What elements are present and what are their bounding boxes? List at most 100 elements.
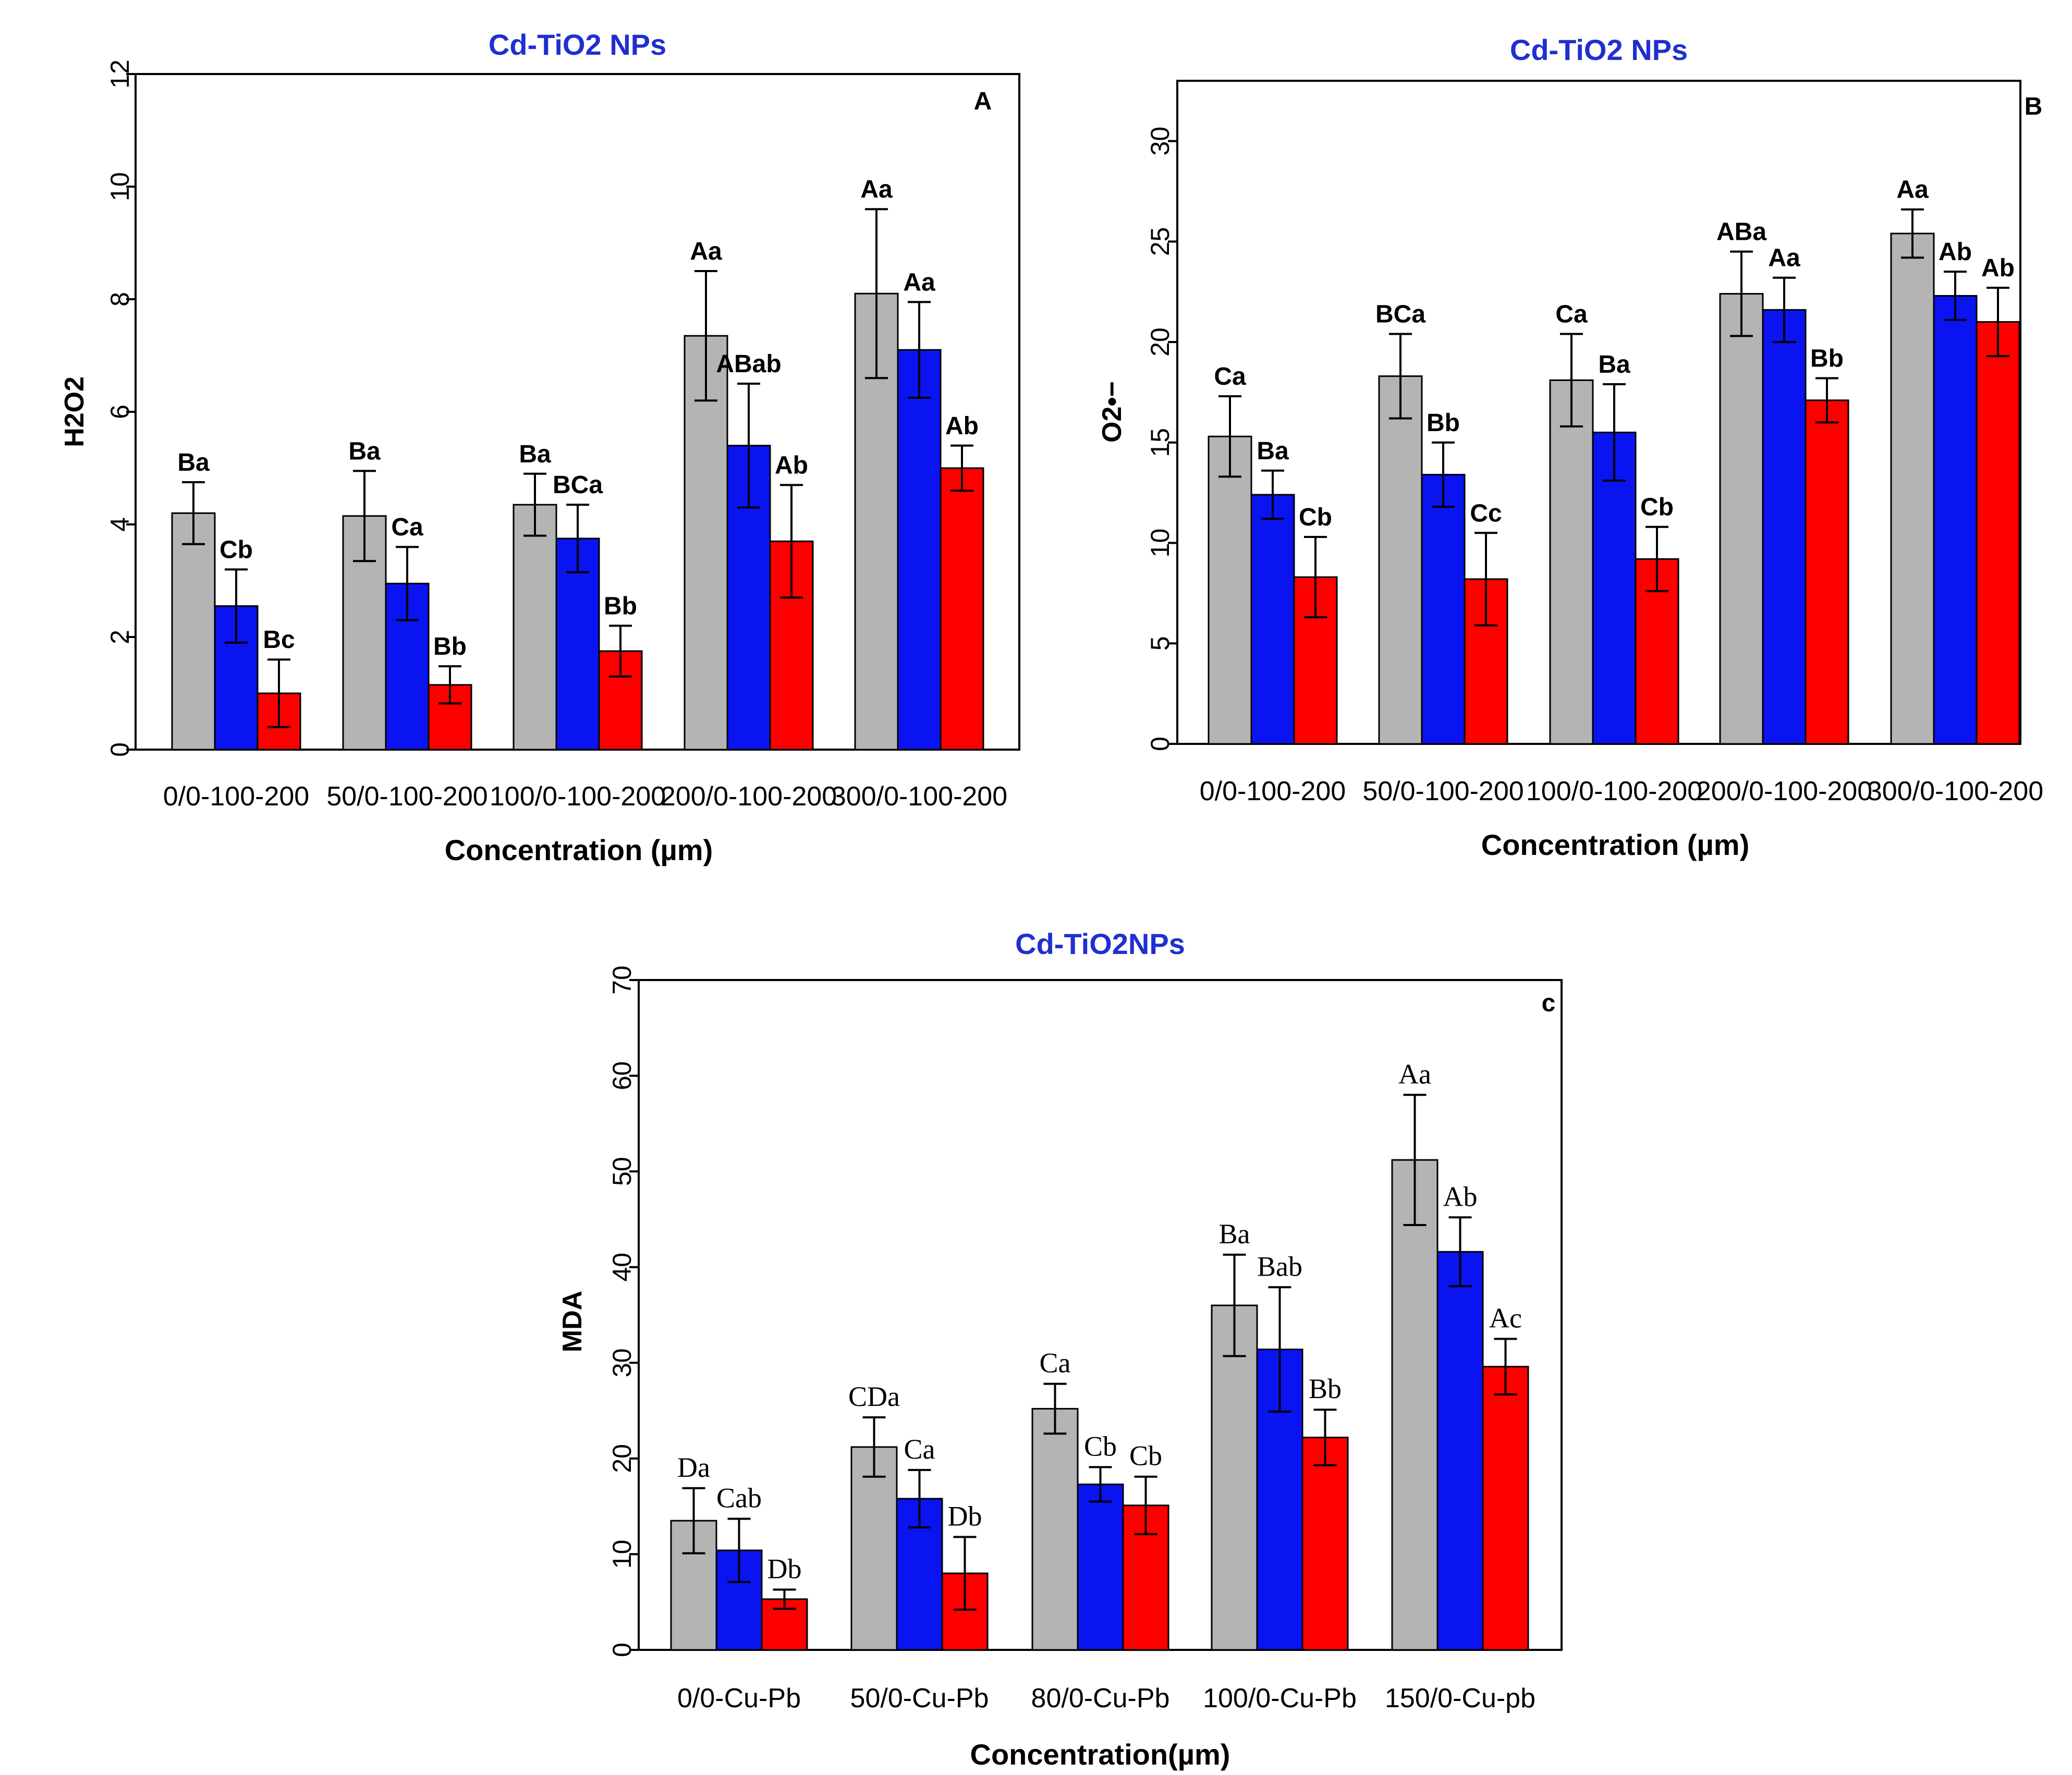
y-tick-label: 6 (105, 405, 135, 419)
data-label: Cb (1299, 504, 1332, 531)
bar (1378, 375, 1423, 745)
data-label: ABa (1716, 218, 1766, 246)
bar (1301, 1436, 1349, 1651)
x-tick-label: 100/0-100-200 (490, 781, 666, 812)
data-label: Ba (1257, 437, 1289, 465)
bar (1890, 232, 1935, 745)
data-label: Ab (1939, 238, 1972, 266)
data-label: Da (677, 1452, 710, 1483)
data-label: Aa (690, 238, 722, 265)
y-tick-label: 20 (1145, 327, 1175, 357)
panel-label: B (2025, 93, 2043, 120)
data-label: Bb (1427, 409, 1460, 437)
data-label: Ca (1040, 1348, 1071, 1379)
bar (1031, 1407, 1079, 1651)
bar (684, 335, 728, 751)
x-tick-label: 100/0-Cu-Pb (1203, 1683, 1357, 1713)
x-tick-label: 80/0-Cu-Pb (1031, 1683, 1170, 1713)
bar (897, 349, 942, 751)
data-label: Bb (604, 592, 637, 620)
x-axis-label: Concentration(µm) (970, 1738, 1230, 1771)
bar (1933, 295, 1978, 745)
y-tick-label: 0 (105, 742, 135, 757)
data-label: Aa (903, 268, 935, 296)
data-label: Cc (1470, 499, 1502, 527)
data-label: ABab (716, 350, 781, 378)
x-axis-label: Concentration (µm) (445, 834, 713, 866)
data-label: Ca (904, 1434, 935, 1465)
bar-group: Aa Ab Ab 300/0-100-200 (1867, 176, 2043, 806)
bar (1976, 321, 2020, 745)
y-tick-label: 30 (1145, 127, 1175, 156)
bar (1208, 435, 1252, 745)
data-label: Aa (860, 176, 893, 203)
bar (171, 512, 216, 751)
y-tick-label: 15 (1145, 428, 1175, 457)
bar-group: Aa Aa Ab 300/0-100-200 (831, 176, 1007, 812)
bar-group: Ca Ba Cb 0/0-100-200 (1200, 363, 1346, 806)
bar-group: Ca Cb Cb 80/0-Cu-Pb (1031, 1348, 1170, 1713)
x-tick-label: 100/0-100-200 (1526, 776, 1702, 806)
bar (555, 537, 600, 751)
chart-C: Cd-TiO2NPs c 0 10 20 30 40 50 60 70 MDA Concentrati… (557, 927, 1563, 1771)
data-label: Ab (1981, 254, 2015, 282)
panel-label: c (1542, 989, 1556, 1017)
y-tick-label: 10 (1145, 529, 1175, 558)
data-label: Bb (1810, 345, 1844, 372)
data-label: Cb (1640, 494, 1674, 521)
bar (513, 504, 557, 751)
data-label: Ba (348, 437, 381, 465)
y-tick-label: 10 (105, 172, 135, 201)
data-label: Aa (1896, 176, 1929, 204)
bar (1635, 558, 1679, 745)
bar (1719, 293, 1764, 745)
data-label: Bb (1309, 1373, 1342, 1404)
y-tick-label: 0 (1145, 737, 1175, 751)
y-tick-label: 4 (105, 517, 135, 532)
panel-label: A (974, 88, 992, 115)
data-label: Db (948, 1500, 982, 1532)
chart-title: Cd-TiO2 NPs (1510, 33, 1688, 66)
data-label: Db (767, 1553, 802, 1584)
chart-title: Cd-TiO2 NPs (489, 28, 666, 61)
x-tick-label: 0/0-Cu-Pb (677, 1683, 801, 1713)
y-axis-label: MDA (557, 1291, 588, 1352)
bar (1762, 309, 1807, 745)
y-tick-label: 8 (105, 292, 135, 307)
x-tick-label: 200/0-100-200 (661, 781, 837, 812)
y-tick-label: 25 (1145, 227, 1175, 256)
data-label: Ab (945, 412, 979, 440)
bar-group: Ba Cb Bc 0/0-100-200 (163, 449, 309, 812)
data-label: Ab (775, 451, 808, 479)
y-tick-label: 0 (607, 1643, 637, 1657)
x-tick-label: 0/0-100-200 (1200, 776, 1346, 806)
data-label: Bc (263, 626, 295, 654)
bar (1482, 1366, 1529, 1651)
data-label: BCa (1375, 301, 1425, 328)
y-tick-label: 10 (607, 1540, 637, 1569)
x-tick-label: 300/0-100-200 (831, 781, 1007, 812)
chart-title: Cd-TiO2NPs (1015, 927, 1185, 960)
x-tick-label: 50/0-100-200 (1362, 776, 1523, 806)
y-tick-label: 30 (607, 1348, 637, 1377)
bar (1421, 473, 1466, 745)
bar (850, 1446, 898, 1651)
data-label: CDa (848, 1381, 900, 1412)
x-tick-label: 0/0-100-200 (163, 781, 309, 812)
y-tick-label: 20 (607, 1444, 637, 1473)
x-tick-label: 50/0-Cu-Pb (850, 1683, 989, 1713)
y-tick-label: 40 (607, 1253, 637, 1282)
data-label: Ca (1555, 301, 1588, 328)
data-label: Ac (1489, 1302, 1522, 1333)
bar (1549, 379, 1594, 745)
bar (1077, 1483, 1124, 1651)
y-tick-label: 2 (105, 630, 135, 644)
data-label: Bab (1257, 1251, 1302, 1282)
y-tick-label: 70 (607, 965, 637, 995)
data-label: Ba (177, 449, 210, 476)
data-label: Cab (716, 1483, 762, 1514)
